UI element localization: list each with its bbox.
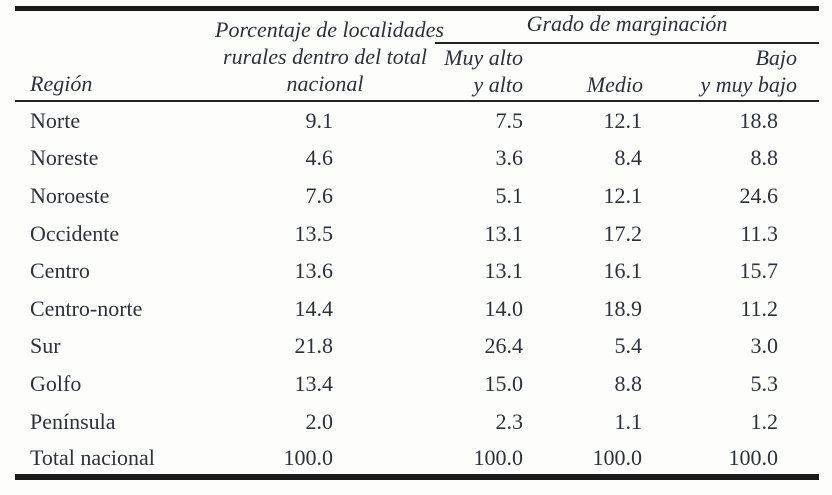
value-cell: 13.1 (484, 258, 524, 284)
region-cell: Norte (30, 108, 81, 134)
column-header-region: Región (15, 8, 215, 102)
value-cell: 7.5 (495, 108, 524, 134)
value-cell: 17.2 (603, 220, 643, 246)
value-cell: 3.6 (495, 145, 524, 171)
value-cell: 5.1 (495, 182, 524, 208)
value-cell: 4.6 (305, 145, 334, 171)
value-cell: 14.4 (294, 295, 334, 321)
region-cell: Noroeste (30, 182, 110, 208)
value-cell: 11.2 (740, 295, 779, 321)
muy-alto-header-line-1: Muy alto (444, 45, 523, 70)
column-header-bajo-y-muy-bajo: Bajo y muy bajo (650, 43, 820, 102)
region-cell: Noreste (30, 145, 99, 171)
table-header: Región Porcentaje de localidades rurales… (15, 8, 820, 102)
value-cell: 15.0 (484, 370, 524, 396)
value-cell: 100.0 (592, 444, 643, 470)
value-cell: 14.0 (484, 295, 524, 321)
value-cell: 2.0 (305, 408, 334, 434)
table-row: Península 2.0 2.3 1.1 1.2 (15, 402, 819, 440)
column-header-medio: Medio (535, 43, 650, 102)
value-cell: 1.2 (750, 408, 779, 434)
value-cell: 100.0 (473, 444, 524, 470)
value-cell: 2.3 (495, 408, 524, 434)
region-cell: Sur (30, 333, 61, 359)
table-row: Occidente 13.5 13.1 17.2 11.3 (15, 214, 819, 252)
bajo-header-line-1: Bajo (755, 45, 798, 70)
region-cell: Total nacional (30, 444, 155, 470)
value-cell: 13.6 (294, 258, 334, 284)
value-cell: 21.8 (294, 333, 334, 359)
region-cell: Centro-norte (30, 295, 143, 321)
value-cell: 100.0 (283, 444, 334, 470)
table-row: Noroeste 7.6 5.1 12.1 24.6 (15, 176, 819, 214)
value-cell: 8.8 (750, 145, 779, 171)
value-cell: 7.6 (305, 182, 334, 208)
value-cell: 12.1 (603, 182, 643, 208)
table-row: Centro 13.6 13.1 16.1 15.7 (15, 251, 819, 289)
table-row: Norte 9.1 7.5 12.1 18.8 (15, 101, 819, 139)
value-cell: 12.1 (603, 108, 643, 134)
table-row: Total nacional 100.0 100.0 100.0 100.0 (15, 439, 819, 477)
column-header-porcentaje-localidades-rurales: Porcentaje de localidades rurales dentro… (215, 8, 444, 102)
porcentaje-header-line-3: nacional (286, 71, 364, 96)
table-row: Sur 21.8 26.4 5.4 3.0 (15, 327, 819, 365)
value-cell: 11.3 (740, 220, 779, 246)
value-cell: 26.4 (484, 333, 524, 359)
bajo-header-line-2: y muy bajo (700, 72, 798, 97)
value-cell: 9.1 (305, 108, 334, 134)
porcentaje-header-line-1: Porcentaje de localidades (215, 17, 444, 42)
region-cell: Occidente (30, 220, 120, 246)
value-cell: 100.0 (728, 444, 779, 470)
value-cell: 24.6 (739, 182, 779, 208)
value-cell: 13.5 (294, 220, 334, 246)
region-cell: Centro (30, 258, 90, 284)
value-cell: 18.9 (603, 295, 643, 321)
marginacion-table: Región Porcentaje de localidades rurales… (15, 6, 820, 480)
table-row: Noreste 4.6 3.6 8.4 8.8 (15, 139, 819, 177)
value-cell: 18.8 (739, 108, 779, 134)
value-cell: 8.8 (614, 370, 643, 396)
value-cell: 3.0 (750, 333, 779, 359)
table-body: Norte 9.1 7.5 12.1 18.8 Noreste 4.6 3.6 8.4 8.8 No… (15, 101, 819, 477)
value-cell: 8.4 (614, 145, 643, 171)
group-header-grado-de-marginacion: Grado de marginación (435, 8, 820, 44)
value-cell: 5.4 (614, 333, 643, 359)
value-cell: 13.4 (294, 370, 334, 396)
porcentaje-header-line-2: rurales dentro del total (223, 44, 427, 69)
muy-alto-header-line-2: y alto (473, 72, 524, 97)
value-cell: 15.7 (739, 258, 779, 284)
value-cell: 13.1 (484, 220, 524, 246)
region-cell: Península (30, 408, 116, 434)
column-header-muy-alto-y-alto: Muy alto y alto (435, 43, 535, 102)
value-cell: 5.3 (750, 370, 779, 396)
value-cell: 16.1 (603, 258, 643, 284)
table-row: Golfo 13.4 15.0 8.8 5.3 (15, 364, 819, 402)
table-row: Centro-norte 14.4 14.0 18.9 11.2 (15, 289, 819, 327)
region-cell: Golfo (30, 370, 82, 396)
value-cell: 1.1 (614, 408, 643, 434)
